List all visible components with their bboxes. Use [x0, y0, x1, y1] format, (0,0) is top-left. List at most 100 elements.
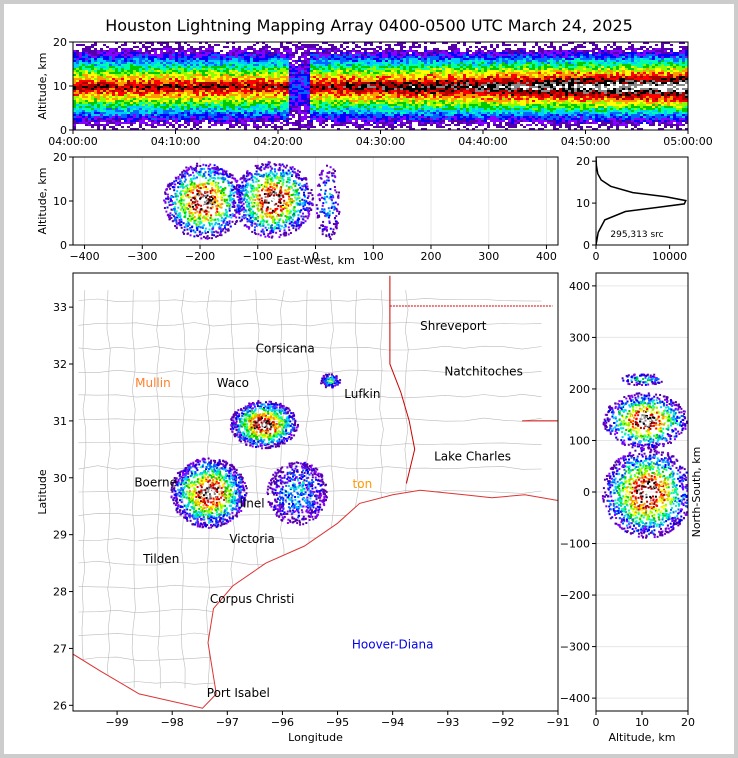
density-cell: [271, 110, 274, 112]
density-cell: [415, 86, 418, 88]
density-cell: [151, 114, 154, 116]
density-cell: [337, 92, 340, 94]
density-cell: [274, 110, 277, 112]
density-cell: [280, 86, 283, 88]
density-cell: [124, 104, 127, 106]
density-cell: [130, 84, 133, 86]
density-cell: [163, 98, 166, 100]
density-cell: [145, 88, 148, 90]
density-cell: [88, 120, 91, 122]
density-cell: [262, 66, 265, 68]
density-cell: [358, 52, 361, 54]
density-cell: [406, 108, 409, 110]
density-cell: [211, 70, 214, 72]
density-cell: [148, 68, 151, 70]
density-cell: [280, 72, 283, 74]
density-cell: [307, 110, 310, 112]
density-cell: [394, 126, 397, 128]
density-cell: [343, 64, 346, 66]
density-cell: [97, 60, 100, 62]
density-cell: [418, 118, 421, 120]
density-cell: [328, 62, 331, 64]
density-cell: [235, 58, 238, 60]
density-cell: [109, 126, 112, 128]
density-cell: [400, 72, 403, 74]
density-cell: [421, 104, 424, 106]
density-cell: [133, 92, 136, 94]
density-cell: [376, 82, 379, 84]
density-cell: [286, 114, 289, 116]
density-cell: [433, 64, 436, 66]
density-cell: [430, 62, 433, 64]
density-cell: [175, 112, 178, 114]
density-cell: [235, 62, 238, 64]
density-cell: [181, 112, 184, 114]
density-cell: [121, 64, 124, 66]
density-cell: [250, 106, 253, 108]
density-cell: [415, 52, 418, 54]
density-cell: [118, 56, 121, 58]
density-cell: [175, 88, 178, 90]
density-cell: [364, 112, 367, 114]
density-cell: [448, 102, 451, 104]
density-cell: [451, 68, 454, 70]
density-cell: [196, 116, 199, 118]
density-cell: [364, 78, 367, 80]
density-cell: [166, 44, 169, 46]
density-cell: [433, 60, 436, 62]
density-cell: [106, 74, 109, 76]
density-cell: [121, 54, 124, 56]
density-cell: [127, 82, 130, 84]
density-cell: [232, 90, 235, 92]
density-cell: [250, 94, 253, 96]
density-cell: [202, 76, 205, 78]
density-cell: [265, 74, 268, 76]
density-cell: [73, 124, 76, 126]
density-cell: [286, 86, 289, 88]
density-cell: [433, 110, 436, 112]
density-cell: [76, 106, 79, 108]
density-cell: [316, 68, 319, 70]
density-cell: [148, 60, 151, 62]
density-cell: [382, 76, 385, 78]
density-cell: [208, 74, 211, 76]
density-cell: [448, 128, 451, 130]
density-cell: [223, 72, 226, 74]
density-cell: [214, 112, 217, 114]
density-cell: [409, 124, 412, 126]
density-cell: [130, 50, 133, 52]
density-cell: [388, 80, 391, 82]
density-cell: [424, 80, 427, 82]
density-cell: [358, 94, 361, 96]
density-cell: [142, 78, 145, 80]
density-cell: [412, 120, 415, 122]
density-cell: [223, 98, 226, 100]
density-cell: [166, 104, 169, 106]
density-cell: [202, 70, 205, 72]
density-cell: [124, 110, 127, 112]
density-cell: [298, 48, 301, 50]
density-cell: [349, 58, 352, 60]
density-cell: [139, 66, 142, 68]
density-cell: [394, 108, 397, 110]
density-cell: [328, 68, 331, 70]
density-cell: [268, 114, 271, 116]
density-cell: [265, 62, 268, 64]
density-cell: [205, 82, 208, 84]
density-cell: [310, 112, 313, 114]
density-cell: [247, 76, 250, 78]
density-cell: [373, 100, 376, 102]
density-cell: [298, 106, 301, 108]
density-cell: [130, 54, 133, 56]
density-cell: [301, 60, 304, 62]
density-cell: [376, 56, 379, 58]
density-cell: [124, 44, 127, 46]
density-cell: [412, 60, 415, 62]
density-cell: [418, 110, 421, 112]
density-cell: [421, 92, 424, 94]
density-cell: [445, 104, 448, 106]
density-cell: [151, 120, 154, 122]
density-cell: [370, 110, 373, 112]
density-cell: [274, 126, 277, 128]
density-cell: [124, 58, 127, 60]
